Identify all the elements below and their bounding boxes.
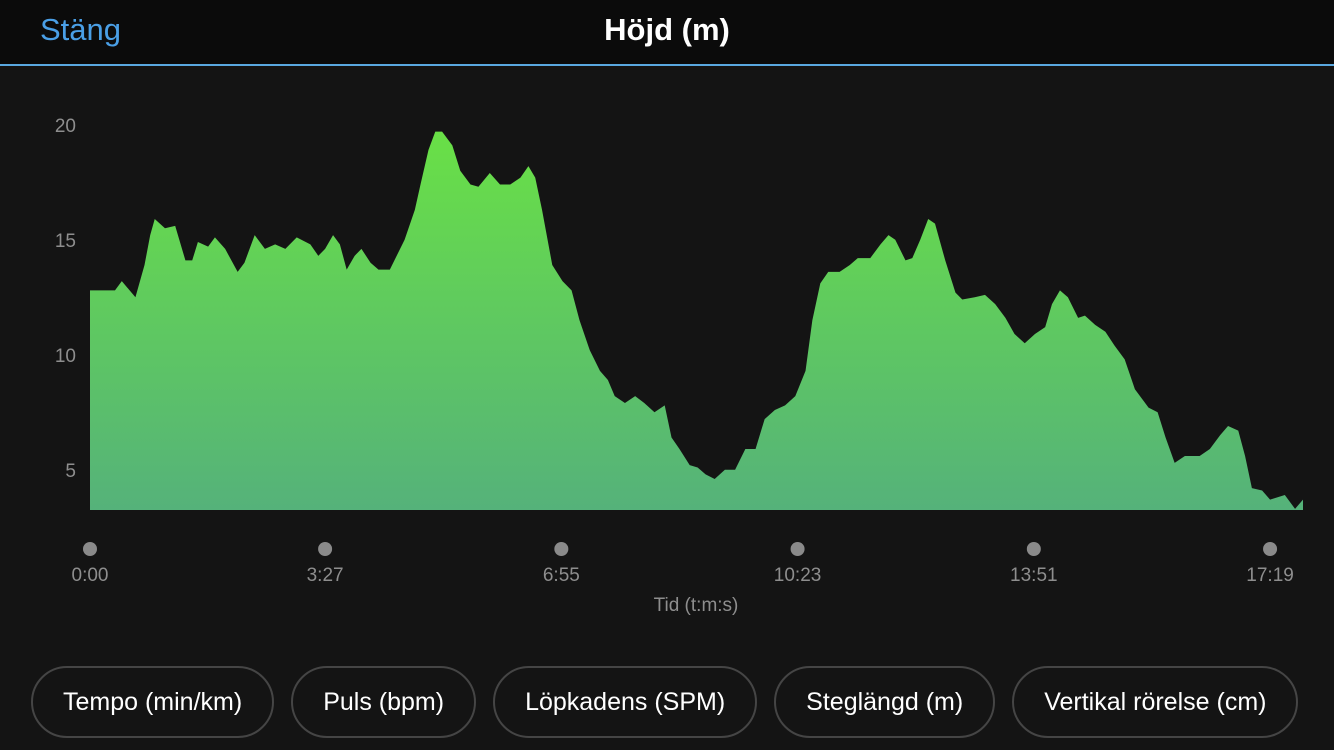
y-tick-label: 10 xyxy=(55,346,76,367)
x-tick-label: 10:23 xyxy=(774,565,822,586)
x-tick-dot xyxy=(554,542,569,556)
header: Stäng Höjd (m) xyxy=(0,0,1334,66)
y-tick-label: 5 xyxy=(65,461,76,482)
chart: Tid (t:m:s) 5 10 15 20 0:00 3:27 6:55 10:23 13:5… xyxy=(55,116,1303,616)
metric-tab[interactable]: Steglängd (m) xyxy=(774,666,996,738)
close-button[interactable]: Stäng xyxy=(40,12,122,47)
x-tick-label: 17:19 xyxy=(1246,565,1294,586)
x-tick-dot xyxy=(318,542,333,556)
x-tick-label: 0:00 xyxy=(72,565,109,586)
x-tick-label: 6:55 xyxy=(543,565,580,586)
x-tick-dot xyxy=(83,542,97,556)
x-axis-label: Tid (t:m:s) xyxy=(654,595,739,616)
x-tick-label: 3:27 xyxy=(307,565,344,586)
header-title: Höjd (m) xyxy=(604,12,730,47)
y-tick-label: 20 xyxy=(55,116,76,137)
metric-tab[interactable]: Tempo (min/km) xyxy=(31,666,275,738)
x-tick-dot xyxy=(1263,542,1278,556)
x-tick-dot xyxy=(1026,542,1041,556)
metric-tab[interactable]: Puls (bpm) xyxy=(291,666,477,738)
y-tick-label: 15 xyxy=(55,231,76,252)
elevation-area xyxy=(90,131,1303,510)
metric-tab[interactable]: Vertikal rörelse (cm) xyxy=(1012,666,1299,738)
tab-bar: Tempo (min/km) Puls (bpm) Löpkadens (SPM) S… xyxy=(0,666,1334,738)
x-tick-label: 13:51 xyxy=(1010,565,1058,586)
x-tick-dot xyxy=(790,542,805,556)
metric-tab[interactable]: Löpkadens (SPM) xyxy=(493,666,758,738)
